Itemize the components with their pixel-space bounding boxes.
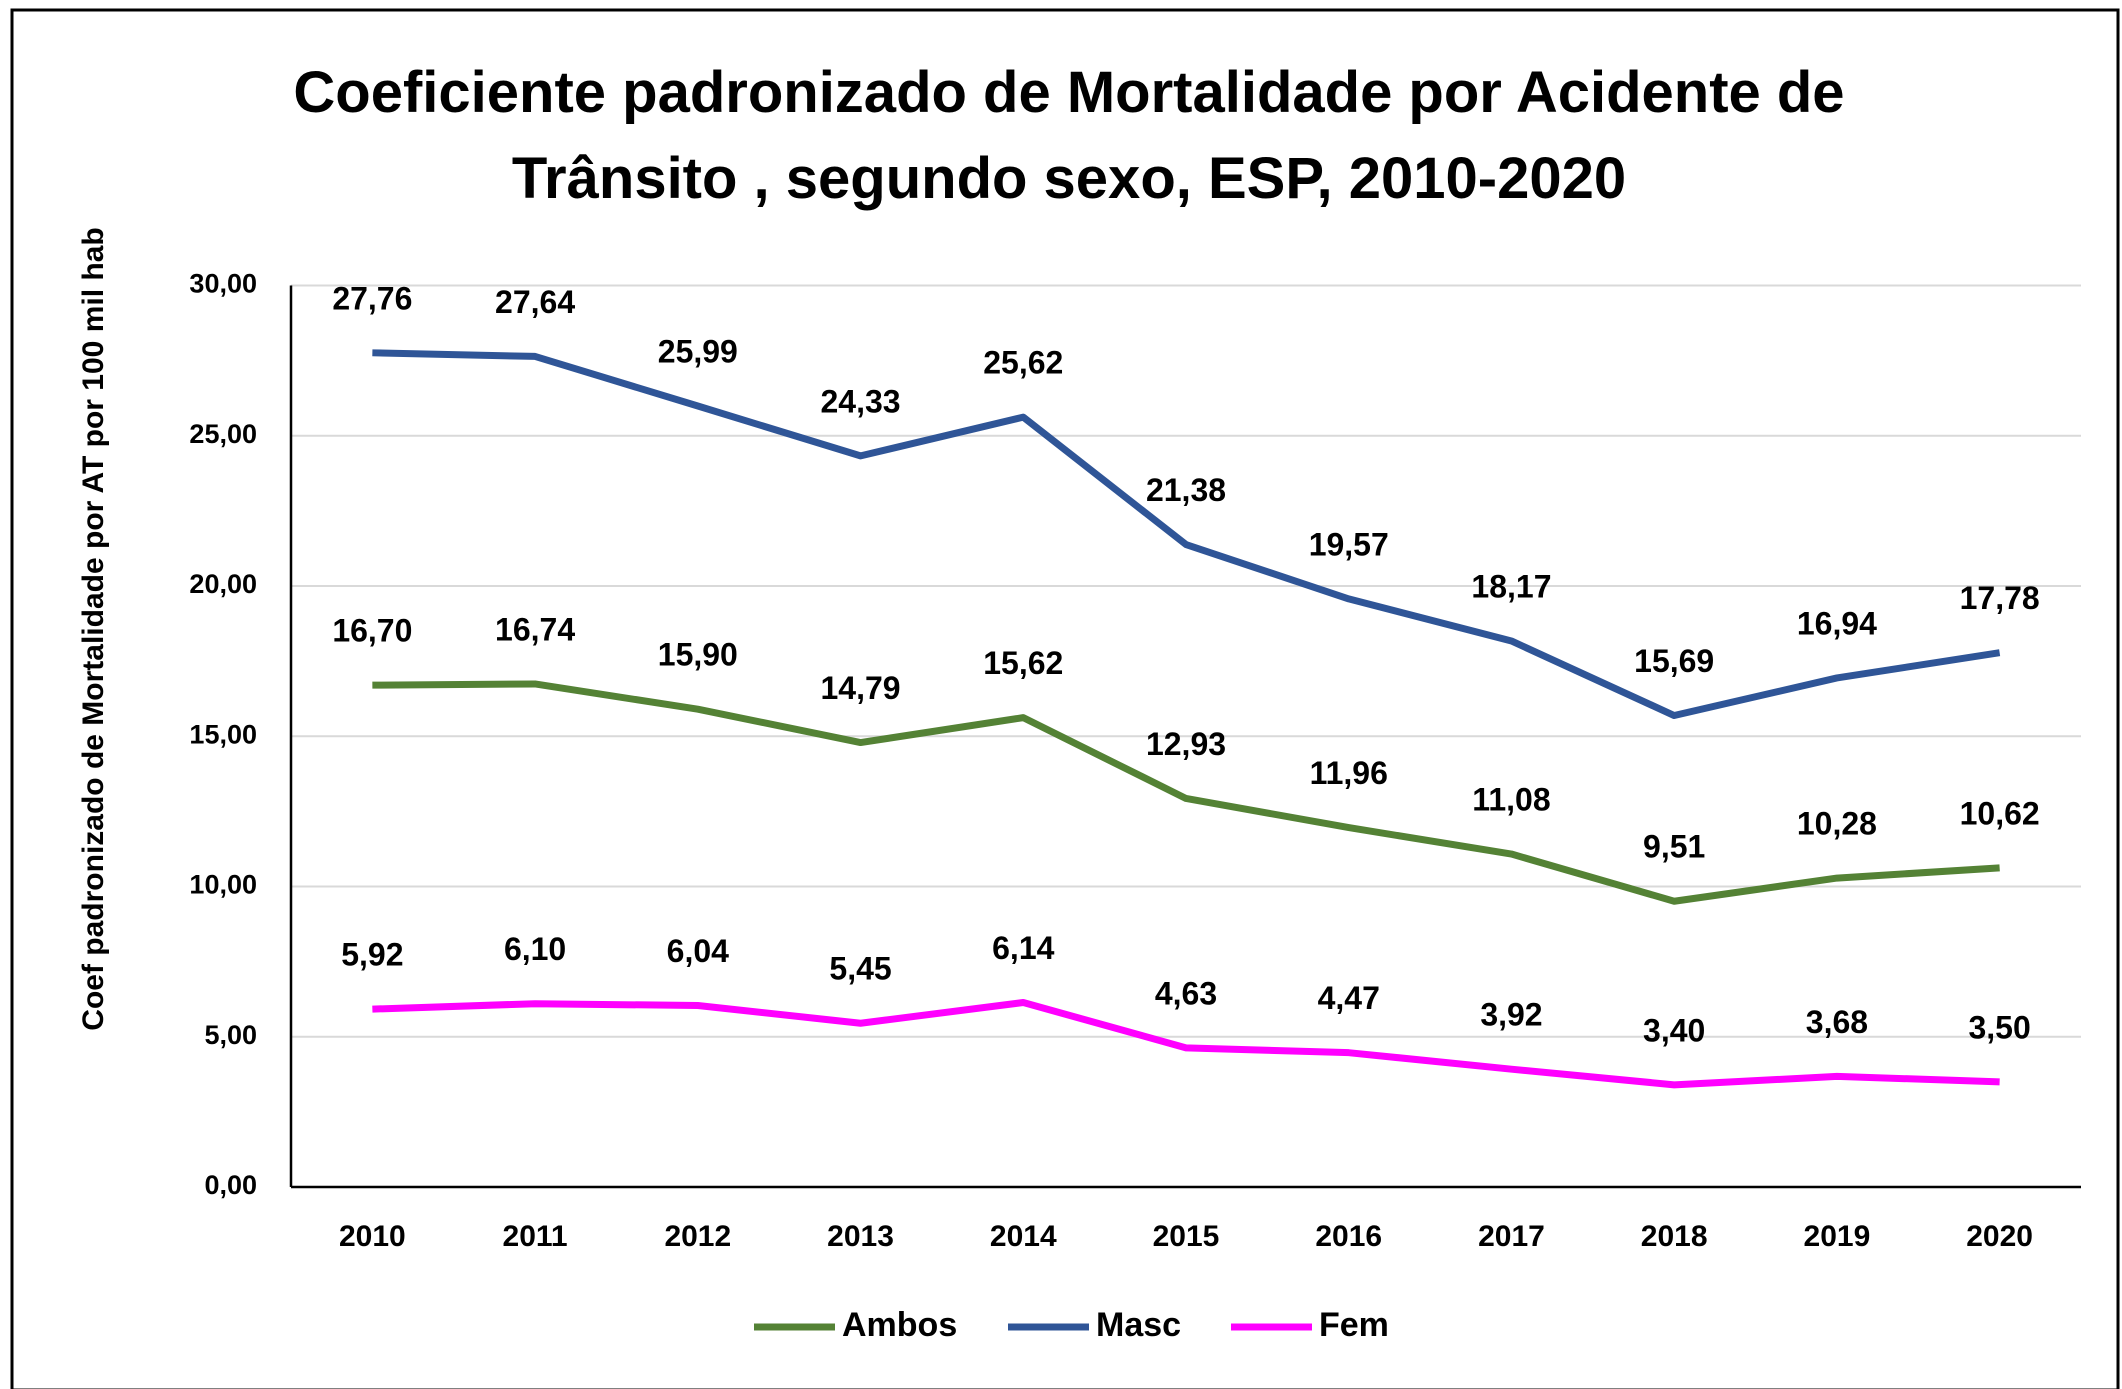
data-label: 27,64 bbox=[495, 284, 575, 320]
legend-label: Ambos bbox=[842, 1306, 957, 1344]
data-label: 6,10 bbox=[504, 931, 566, 967]
data-label: 3,40 bbox=[1643, 1012, 1705, 1048]
y-tick-label: 25,00 bbox=[189, 419, 257, 449]
x-tick-label: 2012 bbox=[664, 1220, 731, 1253]
data-label: 15,90 bbox=[658, 637, 738, 673]
data-label: 15,62 bbox=[983, 645, 1063, 681]
data-label: 5,92 bbox=[341, 937, 403, 973]
y-tick-label: 5,00 bbox=[204, 1020, 257, 1050]
data-label: 27,76 bbox=[332, 280, 412, 316]
data-label: 24,33 bbox=[821, 383, 901, 419]
y-axis-title: Coef padronizado de Mortalidade por AT p… bbox=[77, 227, 110, 1030]
data-label: 10,62 bbox=[1960, 795, 2040, 831]
data-label: 25,62 bbox=[983, 345, 1063, 381]
data-label: 19,57 bbox=[1309, 526, 1389, 562]
data-label: 16,70 bbox=[332, 613, 412, 649]
data-label: 17,78 bbox=[1960, 580, 2040, 616]
x-tick-label: 2013 bbox=[827, 1220, 894, 1253]
data-label: 25,99 bbox=[658, 333, 738, 369]
data-label: 4,47 bbox=[1318, 980, 1380, 1016]
data-label: 6,14 bbox=[992, 930, 1054, 966]
chart-title: Coeficiente padronizado de Mortalidade p… bbox=[293, 60, 1845, 211]
y-tick-label: 20,00 bbox=[189, 569, 257, 599]
data-label: 16,94 bbox=[1797, 605, 1877, 641]
x-tick-label: 2011 bbox=[503, 1220, 568, 1253]
data-label: 4,63 bbox=[1155, 975, 1217, 1011]
legend-label: Masc bbox=[1096, 1306, 1181, 1344]
data-label: 12,93 bbox=[1146, 726, 1226, 762]
x-tick-label: 2020 bbox=[1966, 1220, 2033, 1253]
x-tick-label: 2016 bbox=[1315, 1220, 1382, 1253]
data-label: 3,92 bbox=[1480, 997, 1542, 1033]
data-label: 9,51 bbox=[1643, 829, 1705, 865]
data-label: 14,79 bbox=[821, 670, 901, 706]
data-label: 10,28 bbox=[1797, 806, 1877, 842]
x-tick-label: 2014 bbox=[990, 1220, 1057, 1253]
data-label: 11,96 bbox=[1310, 755, 1388, 791]
series-line bbox=[372, 680, 2000, 905]
data-label: 21,38 bbox=[1146, 472, 1226, 508]
data-label: 18,17 bbox=[1471, 568, 1551, 604]
y-tick-label: 10,00 bbox=[189, 870, 257, 900]
series-line bbox=[372, 998, 2000, 1089]
y-tick-label: 30,00 bbox=[189, 269, 257, 299]
y-tick-label: 0,00 bbox=[204, 1170, 257, 1200]
x-tick-label: 2018 bbox=[1641, 1220, 1708, 1253]
data-label: 3,68 bbox=[1806, 1004, 1868, 1040]
data-label: 6,04 bbox=[667, 933, 729, 969]
x-tick-label: 2015 bbox=[1153, 1220, 1220, 1253]
data-label: 11,08 bbox=[1472, 781, 1550, 817]
series-line bbox=[372, 349, 2001, 720]
data-label: 3,50 bbox=[1968, 1009, 2030, 1045]
chart-frame bbox=[10, 8, 2120, 1389]
data-label: 16,74 bbox=[495, 611, 575, 647]
x-tick-label: 2019 bbox=[1804, 1220, 1871, 1253]
data-label: 15,69 bbox=[1634, 643, 1714, 679]
y-tick-label: 15,00 bbox=[189, 719, 257, 749]
x-tick-label: 2010 bbox=[339, 1220, 406, 1253]
data-label: 5,45 bbox=[829, 951, 891, 987]
x-tick-label: 2017 bbox=[1478, 1220, 1545, 1253]
legend-label: Fem bbox=[1319, 1306, 1389, 1344]
